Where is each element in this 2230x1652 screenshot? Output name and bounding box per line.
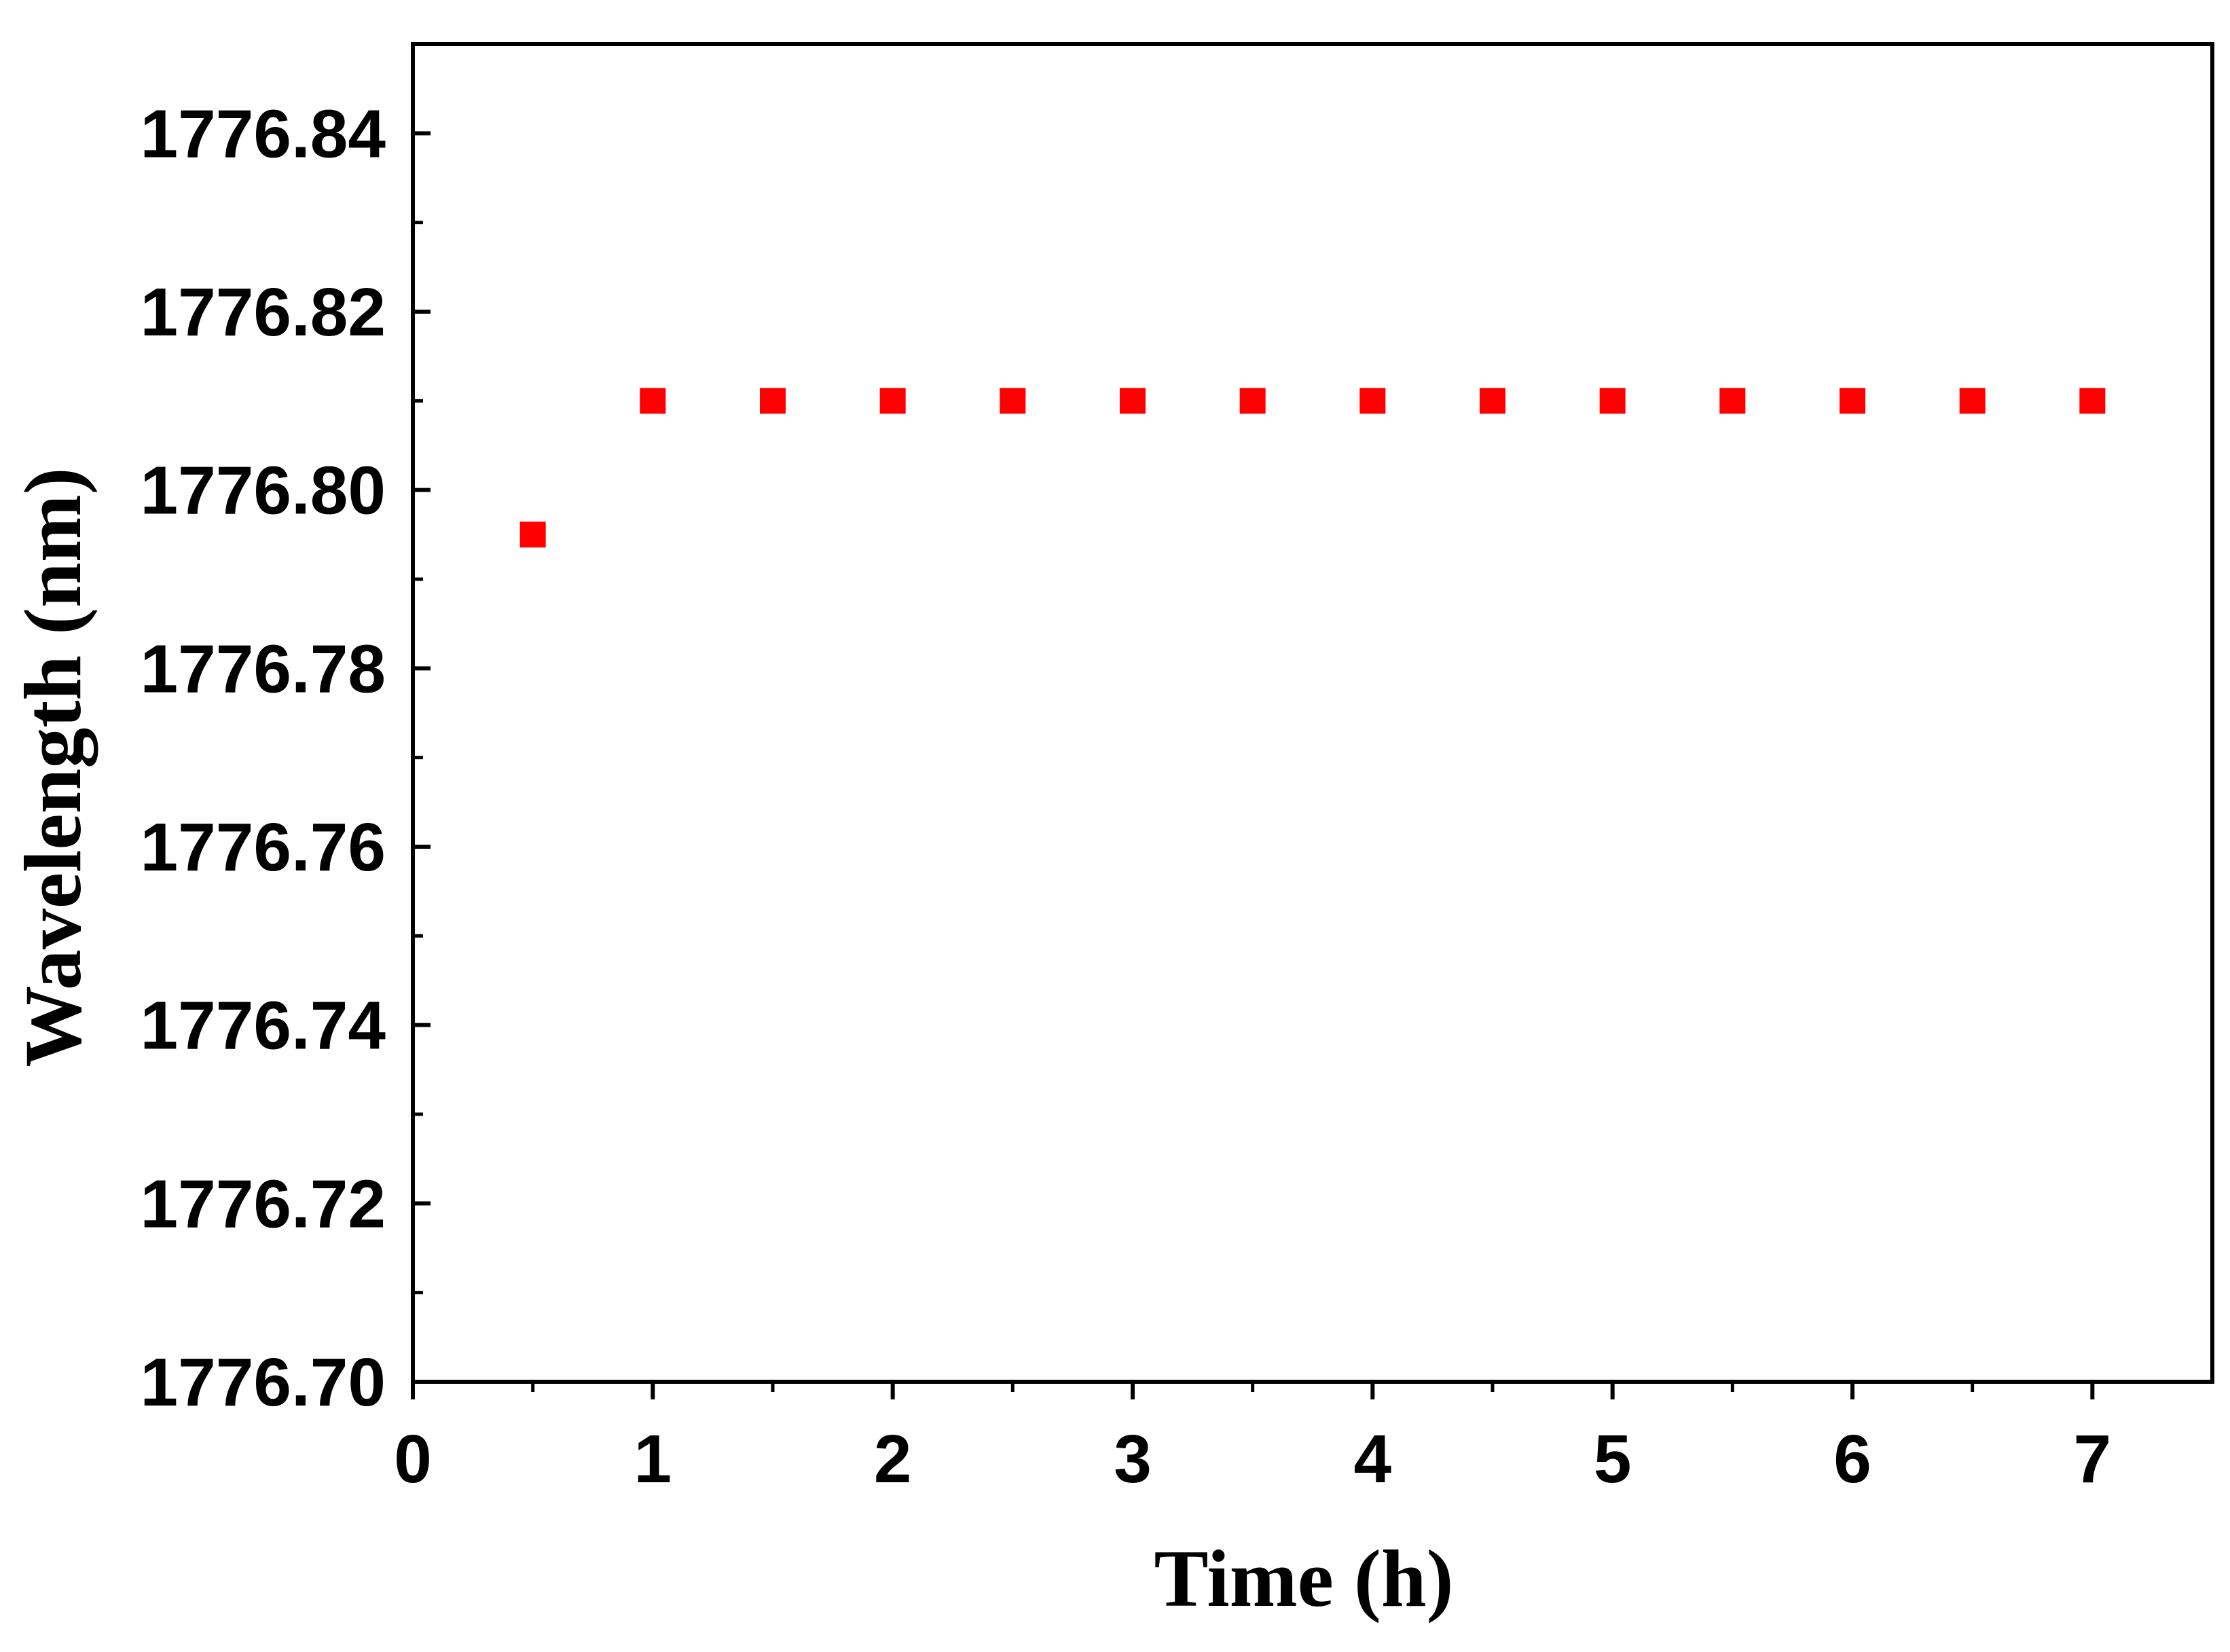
y-tick-label: 1776.80 [141,453,386,529]
y-tick-label: 1776.70 [141,1344,386,1420]
data-point [519,521,546,548]
data-point [1120,388,1146,414]
x-tick-label: 2 [874,1421,912,1497]
data-point [1599,388,1626,414]
y-tick-label: 1776.76 [141,809,386,885]
data-point [1840,388,1865,414]
x-tick-label: 4 [1354,1421,1392,1497]
y-tick-label: 1776.74 [141,988,386,1064]
y-tick-label: 1776.82 [141,274,386,350]
x-tick-label: 0 [394,1421,432,1497]
x-tick-label: 3 [1114,1421,1152,1497]
y-tick-label: 1776.72 [141,1166,386,1242]
data-point [760,388,786,414]
x-tick-label: 7 [2074,1421,2112,1497]
data-point [879,388,906,414]
x-axis-title: Time (h) [1154,1533,1453,1623]
data-point [2079,388,2106,414]
data-point [1239,388,1266,414]
x-axis-ticks: 0 1 2 3 4 5 6 7 [394,1382,2111,1497]
x-tick-label: 6 [1833,1421,1871,1497]
x-tick-label: 1 [634,1421,672,1497]
y-axis-title: Wavelength (nm) [7,467,98,1067]
data-point [1959,388,1986,414]
plot-frame [411,42,2214,1384]
data-point [1359,388,1386,414]
y-tick-label: 1776.84 [141,96,386,172]
data-point [1000,388,1026,414]
y-axis-ticks: 1776.70 1776.72 1776.74 1776.76 1776.78 1776.… [141,96,431,1420]
data-points [519,388,2106,548]
x-tick-label: 5 [1594,1421,1632,1497]
data-point [1480,388,1505,414]
y-tick-label: 1776.78 [141,631,386,707]
data-point [1719,388,1746,414]
data-point [640,388,666,414]
